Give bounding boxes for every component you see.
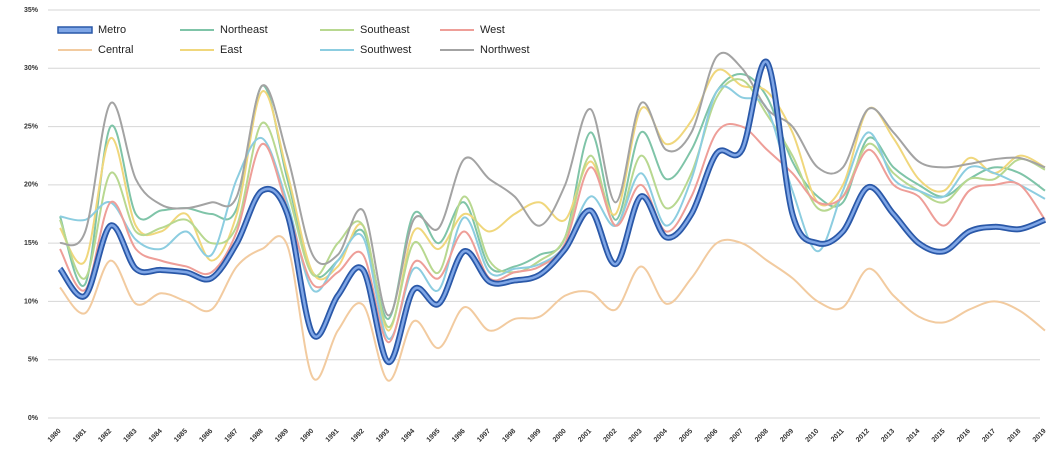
series-line	[59, 68, 1046, 332]
x-tick-label: 2007	[729, 428, 745, 444]
x-tick-label: 2005	[678, 428, 694, 444]
x-tick-label: 2002	[602, 428, 618, 444]
x-tick-label: 1987	[224, 428, 240, 444]
legend-label: Northeast	[220, 24, 268, 36]
x-tick-label: 2019	[1032, 428, 1048, 444]
y-tick-label: 15%	[24, 240, 39, 247]
series-line	[59, 78, 1046, 329]
legend-swatch	[57, 26, 93, 34]
x-tick-label: 1993	[375, 428, 391, 444]
x-tick-label: 2006	[703, 428, 719, 444]
x-tick-label: 2011	[830, 428, 846, 444]
x-tick-label: 1980	[47, 428, 63, 444]
x-tick-label: 2010	[804, 428, 820, 444]
x-tick-label: 1982	[97, 428, 113, 444]
legend-label: Southwest	[360, 44, 411, 56]
legend-label: West	[480, 24, 505, 36]
series-line	[59, 51, 1046, 317]
x-tick-label: 2017	[981, 428, 997, 444]
legend-label: East	[220, 44, 242, 56]
y-tick-label: 10%	[24, 298, 39, 305]
x-tick-label: 1992	[350, 428, 366, 444]
legend-label: Southeast	[360, 24, 410, 36]
x-tick-label: 1981	[72, 428, 88, 444]
x-tick-label: 2014	[905, 428, 921, 444]
y-tick-label: 35%	[24, 7, 39, 14]
x-tick-label: 2015	[931, 428, 947, 444]
x-tick-label: 1995	[426, 428, 442, 444]
x-tick-label: 2013	[880, 428, 896, 444]
x-tick-label: 1983	[123, 428, 139, 444]
x-tick-label: 1988	[249, 428, 265, 444]
x-tick-label: 1991	[325, 428, 341, 444]
x-tick-label: 2018	[1006, 428, 1022, 444]
series-line	[59, 85, 1046, 340]
x-tick-label: 1984	[148, 428, 164, 444]
x-tick-label: 1998	[501, 428, 517, 444]
x-tick-label: 1996	[451, 428, 467, 444]
y-tick-label: 30%	[24, 65, 39, 72]
x-tick-label: 1994	[400, 428, 416, 444]
x-tick-label: 2008	[754, 428, 770, 444]
x-tick-label: 1989	[274, 428, 290, 444]
x-tick-label: 2009	[779, 428, 795, 444]
x-tick-label: 1985	[173, 428, 189, 444]
x-tick-label: 2003	[628, 428, 644, 444]
x-tick-label: 1997	[476, 428, 492, 444]
x-tick-label: 2004	[653, 428, 669, 444]
y-tick-label: 5%	[28, 357, 39, 364]
x-tick-label: 2001	[577, 428, 593, 444]
x-tick-label: 2016	[956, 428, 972, 444]
series-line	[59, 235, 1046, 382]
y-tick-label: 20%	[24, 182, 39, 189]
x-tick-label: 1986	[198, 428, 214, 444]
x-tick-label: 2000	[552, 428, 568, 444]
series-line	[59, 123, 1046, 344]
y-tick-label: 0%	[28, 415, 39, 422]
x-tick-label: 1990	[299, 428, 315, 444]
legend-label: Central	[98, 44, 133, 56]
series-line	[58, 60, 1046, 364]
y-tick-label: 25%	[24, 123, 39, 130]
legend-label: Metro	[98, 24, 126, 36]
series-line	[59, 73, 1046, 320]
legend-label: Northwest	[480, 44, 530, 56]
x-tick-label: 2012	[855, 428, 871, 444]
x-tick-label: 1999	[527, 428, 543, 444]
